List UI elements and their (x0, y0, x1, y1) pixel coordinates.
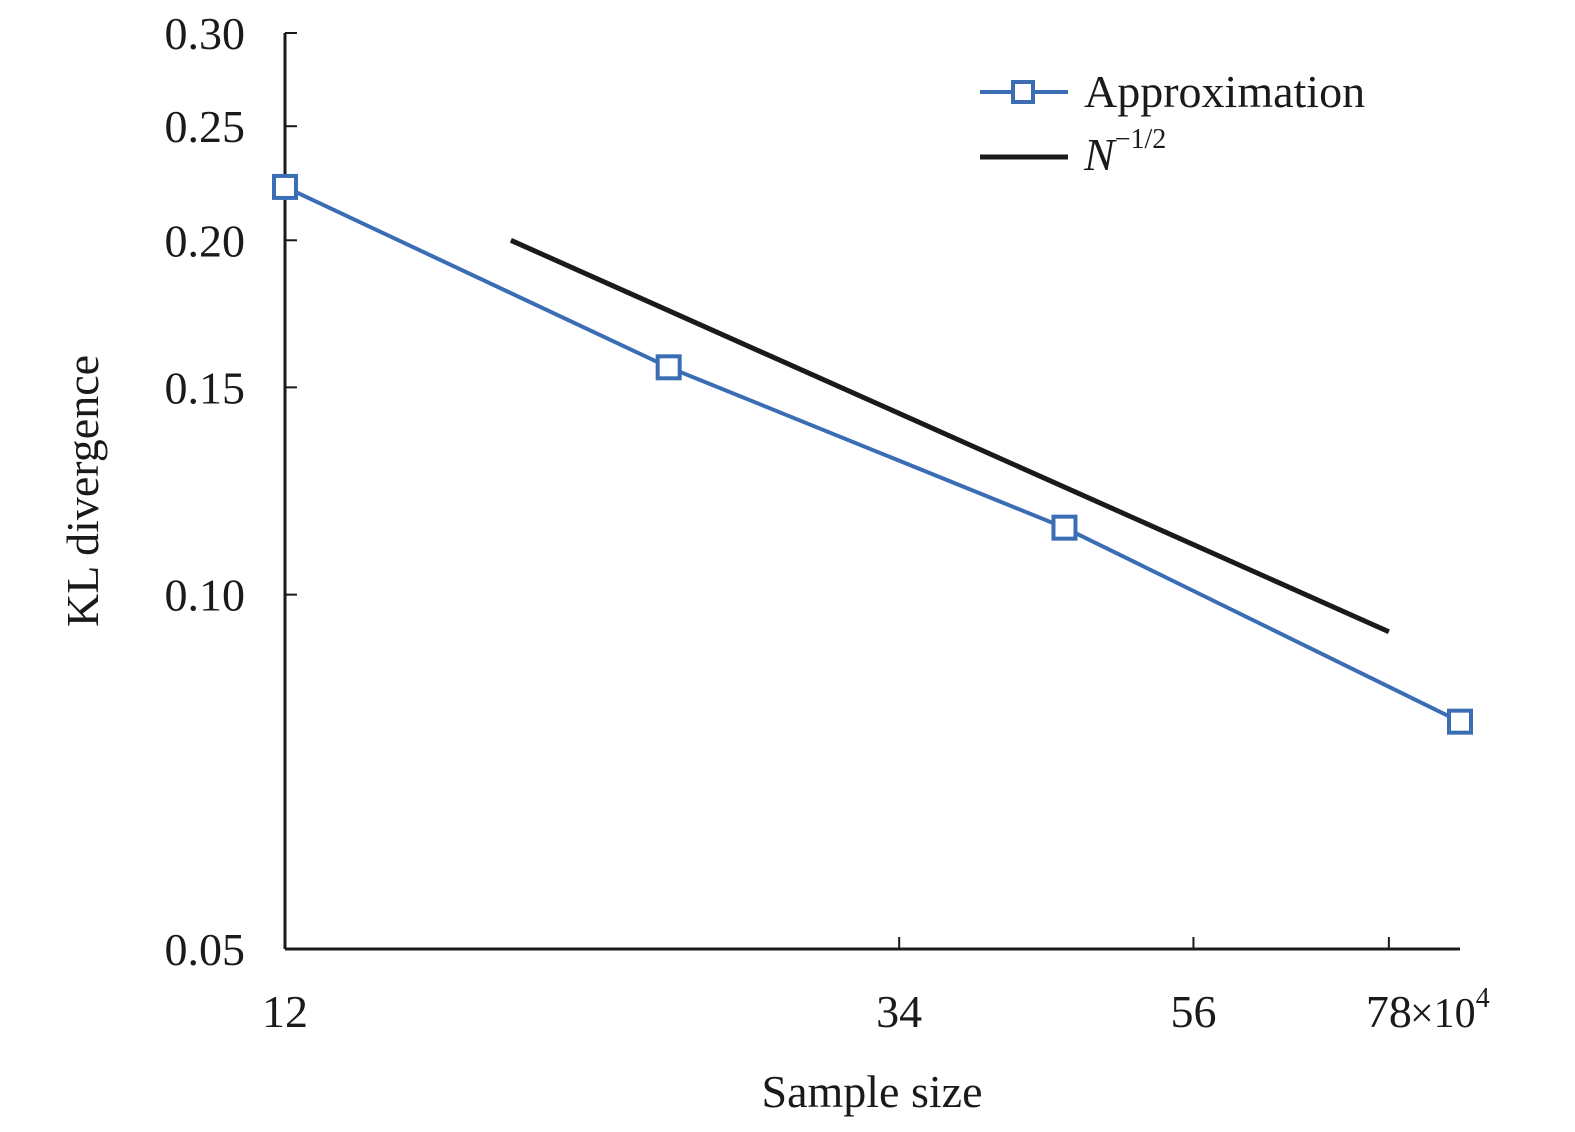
x-axis-label: Sample size (762, 1066, 983, 1117)
legend-label-approximation: Approximation (1084, 66, 1365, 117)
approximation-point (1051, 514, 1078, 541)
y-tick-label: 0.30 (165, 8, 246, 59)
x-tick-label: 34 (876, 986, 922, 1037)
y-axis-label: KL divergence (57, 355, 108, 627)
legend-label-reference: N−1/2 (1083, 124, 1166, 180)
approximation-point (1447, 708, 1473, 735)
y-tick-label: 0.25 (165, 101, 246, 152)
y-tick-label: 0.10 (165, 570, 246, 621)
x-tick-label: 12 (262, 986, 308, 1037)
approximation-point (655, 354, 682, 381)
reference-line (509, 238, 1390, 635)
x-tick-label: 78 (1366, 986, 1412, 1037)
approximation-line (284, 185, 1461, 724)
axes: 0.05 0.10 0.15 0.20 0.25 0.30 12 34 56 78×104 (165, 8, 1490, 1037)
y-tick-label: 0.15 (165, 362, 246, 413)
legend-marker-approximation (1011, 80, 1035, 104)
x-tick-label: 56 (1170, 986, 1216, 1037)
x-multiplier: ×104 (1410, 983, 1490, 1037)
y-tick-label: 0.05 (165, 924, 246, 975)
approximation-point (272, 173, 298, 200)
legend-label-reference-base: N (1083, 129, 1117, 180)
series-layer (272, 173, 1473, 735)
x-multiplier-exp: 4 (1476, 983, 1490, 1014)
legend-label-reference-exp: −1/2 (1115, 124, 1167, 155)
legend: Approximation N−1/2 (980, 66, 1365, 180)
y-tick-label: 0.20 (165, 215, 246, 266)
